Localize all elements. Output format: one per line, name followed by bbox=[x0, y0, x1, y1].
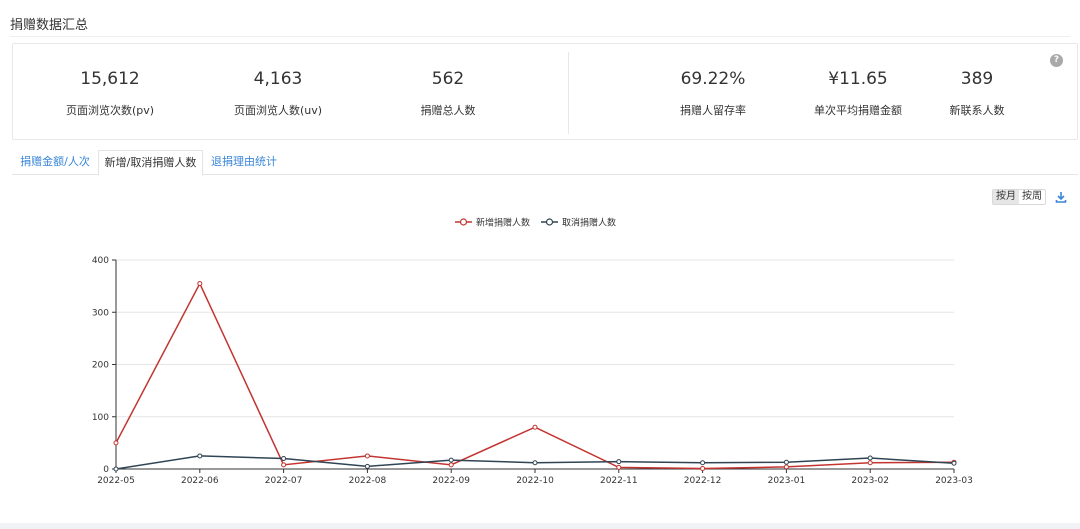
period-toggle: 按月 按周 bbox=[992, 189, 1046, 205]
y-tick-label: 0 bbox=[103, 465, 109, 475]
data-point bbox=[197, 453, 203, 459]
x-tick-label: 2022-11 bbox=[600, 476, 638, 486]
chart-legend[interactable]: 新增捐赠人数 取消捐赠人数 bbox=[455, 217, 616, 229]
data-point bbox=[448, 462, 454, 468]
x-tick-label: 2022-06 bbox=[181, 476, 219, 486]
data-point bbox=[281, 456, 287, 462]
data-point bbox=[532, 460, 538, 466]
data-point bbox=[448, 457, 454, 463]
stat-retention-rate: 69.22% 捐赠人留存率 bbox=[633, 68, 793, 119]
stat-pv-value: 15,612 bbox=[80, 69, 140, 89]
period-month-button[interactable]: 按月 bbox=[993, 190, 1019, 204]
stat-retention-rate-label: 捐赠人留存率 bbox=[680, 104, 746, 117]
tab-donation-amount[interactable]: 捐赠金额/人次 bbox=[20, 155, 90, 168]
summary-card: 15,612 页面浏览次数(pv) 4,163 页面浏览人数(uv) 562 捐… bbox=[12, 43, 1078, 140]
stat-pv-label: 页面浏览次数(pv) bbox=[65, 104, 155, 117]
download-icon[interactable] bbox=[1054, 190, 1068, 204]
data-point bbox=[364, 463, 370, 469]
y-tick-label: 300 bbox=[92, 308, 109, 318]
stat-new-contacts-label: 新联系人数 bbox=[949, 104, 1005, 117]
series-line-new-donors bbox=[115, 281, 955, 470]
stat-uv-label: 页面浏览人数(uv) bbox=[233, 104, 323, 117]
stat-total-donors-label: 捐赠总人数 bbox=[420, 104, 476, 117]
data-point bbox=[700, 460, 706, 466]
stat-average-donation-value: ¥11.65 bbox=[828, 69, 888, 89]
legend-label: 新增捐赠人数 bbox=[476, 217, 530, 229]
tab-refund-reasons[interactable]: 退捐理由统计 bbox=[211, 155, 277, 168]
tab-bar: 捐赠金额/人次 新增/取消捐赠人数 退捐理由统计 bbox=[12, 150, 1078, 176]
data-point bbox=[700, 465, 706, 471]
chart-grid bbox=[116, 259, 954, 418]
legend-swatch-marker bbox=[459, 218, 468, 226]
chart-y-axis: 0 100 200 300 400 bbox=[92, 256, 117, 475]
stat-new-contacts: 389 新联系人数 bbox=[897, 68, 1057, 119]
y-tick-label: 400 bbox=[92, 256, 109, 266]
title-divider bbox=[10, 36, 1070, 37]
stat-new-contacts-value: 389 bbox=[960, 69, 994, 89]
stat-average-donation-label: 单次平均捐赠金额 bbox=[814, 104, 902, 117]
stat-total-donors-value: 562 bbox=[431, 69, 465, 89]
legend-label: 取消捐赠人数 bbox=[562, 217, 616, 229]
data-point bbox=[197, 281, 203, 287]
card-divider bbox=[568, 52, 569, 134]
data-point bbox=[281, 462, 287, 468]
stat-pv: 15,612 页面浏览次数(pv) bbox=[30, 68, 190, 119]
x-tick-label: 2023-01 bbox=[768, 476, 806, 486]
x-tick-label: 2022-08 bbox=[349, 476, 387, 486]
data-point bbox=[113, 440, 119, 446]
stat-average-donation: ¥11.65 单次平均捐赠金额 bbox=[778, 68, 938, 119]
data-point bbox=[783, 459, 789, 465]
period-week-button[interactable]: 按周 bbox=[1019, 190, 1045, 204]
tab-new-cancel-donors[interactable]: 新增/取消捐赠人数 bbox=[98, 150, 203, 176]
legend-swatch-marker bbox=[545, 218, 554, 226]
x-tick-label: 2023-03 bbox=[935, 476, 973, 486]
chart-x-axis: 2022-05 2022-06 2022-07 2022-08 2022-09 2022-… bbox=[97, 468, 973, 486]
x-tick-label: 2022-09 bbox=[432, 476, 470, 486]
stat-retention-rate-value: 69.22% bbox=[680, 69, 746, 89]
data-point bbox=[616, 464, 622, 470]
chart-series bbox=[113, 281, 957, 472]
x-tick-label: 2022-12 bbox=[684, 476, 722, 486]
data-point bbox=[364, 453, 370, 459]
data-point bbox=[867, 455, 873, 461]
x-tick-label: 2022-10 bbox=[516, 476, 554, 486]
y-tick-label: 100 bbox=[92, 413, 109, 423]
x-tick-label: 2023-02 bbox=[851, 476, 889, 486]
y-tick-label: 200 bbox=[92, 361, 109, 371]
stat-uv-value: 4,163 bbox=[253, 69, 303, 89]
data-point bbox=[783, 464, 789, 470]
x-tick-label: 2022-07 bbox=[265, 476, 303, 486]
x-tick-label: 2022-05 bbox=[97, 476, 135, 486]
data-point bbox=[532, 424, 538, 430]
data-point bbox=[867, 460, 873, 466]
legend-item-cancelled-donors[interactable]: 取消捐赠人数 bbox=[541, 217, 616, 229]
legend-item-new-donors[interactable]: 新增捐赠人数 bbox=[455, 217, 530, 229]
data-point bbox=[616, 459, 622, 465]
question-circle-icon[interactable]: ? bbox=[1050, 54, 1063, 67]
stat-total-donors: 562 捐赠总人数 bbox=[368, 68, 528, 119]
data-point bbox=[113, 466, 119, 472]
stat-uv: 4,163 页面浏览人数(uv) bbox=[198, 68, 358, 119]
bottom-strip bbox=[0, 523, 1080, 529]
page-title: 捐赠数据汇总 bbox=[10, 18, 89, 33]
data-point bbox=[951, 460, 957, 466]
